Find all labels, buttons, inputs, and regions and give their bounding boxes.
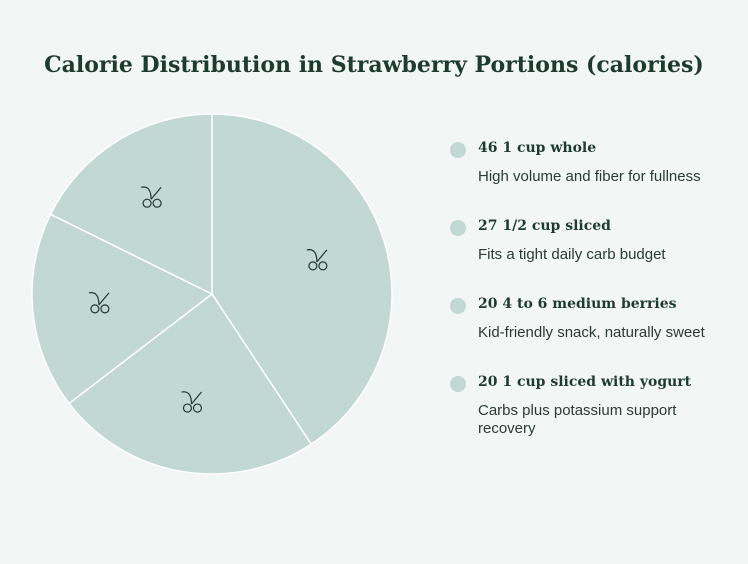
- legend-value: 27: [478, 218, 497, 234]
- legend-description: High volume and fiber for fullness: [478, 168, 701, 185]
- pie-slice: [49, 113, 213, 296]
- icon-part: [152, 198, 162, 208]
- legend-dot: [450, 220, 466, 236]
- icon-part: [182, 403, 193, 413]
- slice-icon: [88, 291, 110, 314]
- icon-part: [181, 391, 202, 405]
- legend-category: 1 cup sliced with yogurt: [502, 374, 691, 390]
- slice-icon: [306, 249, 328, 271]
- legend-value: 46: [478, 140, 497, 156]
- pie-slice: [31, 213, 214, 405]
- icon-part: [308, 261, 318, 271]
- icon-part: [100, 304, 110, 314]
- legend-label: 20 1 cup sliced with yogurt: [478, 374, 692, 390]
- icon-part: [90, 304, 100, 314]
- legend-description: Kid-friendly snack, naturally sweet: [478, 324, 706, 341]
- icon-part: [306, 249, 328, 263]
- legend-category: 4 to 6 medium berries: [502, 296, 676, 312]
- legend-value: 20: [478, 374, 498, 390]
- chart-title: Calorie Distribution in Strawberry Porti…: [44, 52, 704, 78]
- legend-label: 46 1 cup whole: [478, 140, 596, 156]
- legend-dot: [450, 142, 466, 158]
- icon-part: [140, 186, 162, 200]
- pie-slice: [68, 292, 313, 475]
- description-line: Carbs plus potassium support: [478, 402, 677, 419]
- legend-dot: [450, 376, 466, 392]
- legend-dot: [450, 298, 466, 314]
- legend-description: Carbs plus potassium support recovery: [478, 402, 677, 437]
- legend-value: 20: [478, 296, 498, 312]
- icon-part: [142, 198, 152, 208]
- legend-category: 1/2 cup sliced: [502, 218, 611, 234]
- icon-part: [318, 261, 328, 271]
- description-line: recovery: [478, 420, 536, 437]
- slice-icon: [181, 391, 203, 413]
- slice-icon: [140, 186, 162, 208]
- icon-part: [192, 403, 203, 413]
- legend-label: 20 4 to 6 medium berries: [478, 296, 677, 312]
- legend-description: Fits a tight daily carb budget: [478, 246, 666, 263]
- legend-label: 27 1/2 cup sliced: [478, 218, 611, 234]
- icon-part: [88, 291, 110, 306]
- legend-category: 1 cup whole: [502, 140, 596, 156]
